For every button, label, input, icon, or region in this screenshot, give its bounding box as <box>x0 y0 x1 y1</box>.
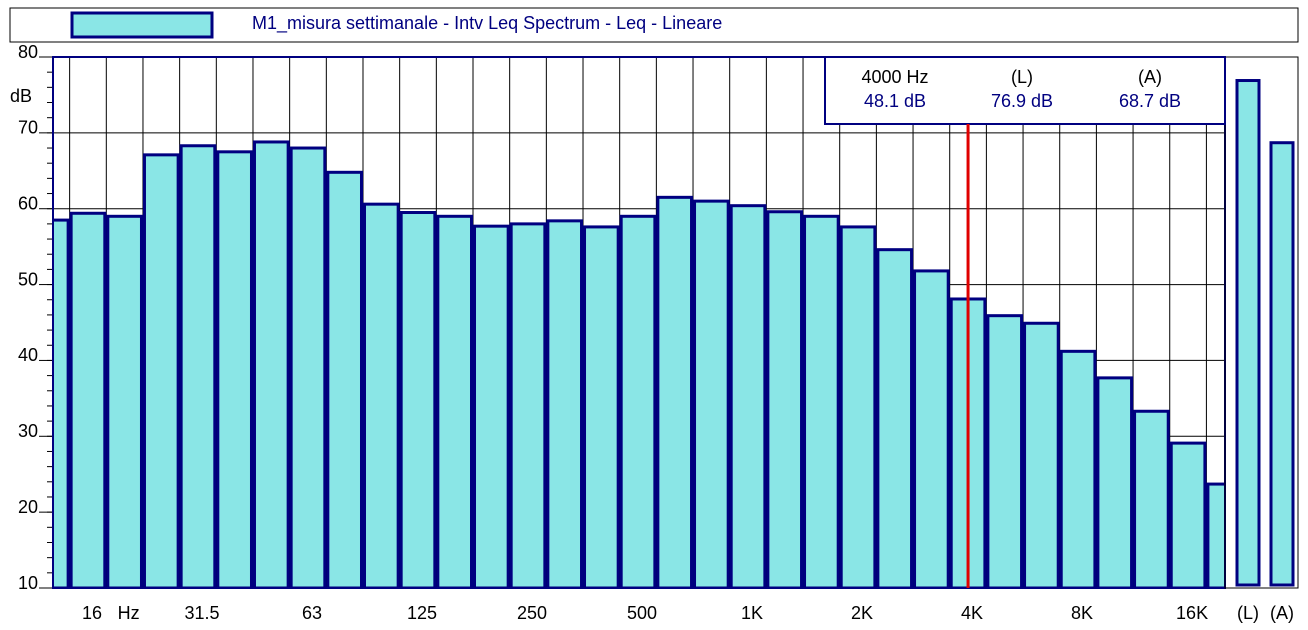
bar <box>1096 376 1134 588</box>
cursor-label: 4000 Hz <box>861 67 928 87</box>
x-tick-label: 500 <box>627 603 657 623</box>
y-tick-label: 20 <box>18 497 38 517</box>
bar <box>362 202 400 588</box>
bar <box>473 224 510 588</box>
bar <box>729 204 767 588</box>
bar <box>326 170 363 588</box>
legend-swatch <box>70 11 214 39</box>
cursor-box <box>824 56 1226 125</box>
bar <box>1133 409 1170 588</box>
x-tick-label: 125 <box>407 603 437 623</box>
overall-bar <box>1269 141 1295 587</box>
x-tick-label: 8K <box>1071 603 1093 623</box>
x-tick-label: 2K <box>851 603 873 623</box>
bar <box>693 199 730 588</box>
cursor-overall-value: 76.9 dB <box>991 91 1053 111</box>
overall-label: (L) <box>1237 603 1259 623</box>
x-tick-label: 250 <box>517 603 547 623</box>
x-tick-label: 4K <box>961 603 983 623</box>
x-tick-label: 16K <box>1176 603 1208 623</box>
y-tick-label: 10 <box>18 573 38 593</box>
bar <box>252 140 290 588</box>
y-tick-label: 80 <box>18 42 38 62</box>
bar <box>289 146 327 588</box>
cursor-overall-label: (A) <box>1138 67 1162 87</box>
cursor-value: 48.1 dB <box>864 91 926 111</box>
y-tick-label: 30 <box>18 421 38 441</box>
bar <box>436 214 474 588</box>
y-tick-label: 50 <box>18 269 38 289</box>
cursor-overall-label: (L) <box>1011 67 1033 87</box>
bar <box>656 195 694 588</box>
bar <box>1023 321 1060 588</box>
x-tick-label: Hz <box>118 603 140 623</box>
y-tick-label: 40 <box>18 345 38 365</box>
y-tick-label: 70 <box>18 118 38 138</box>
bar <box>106 214 143 588</box>
bar <box>876 248 914 588</box>
y-tick-label: 60 <box>18 193 38 213</box>
x-tick-label: 1K <box>741 603 763 623</box>
bar <box>179 144 217 588</box>
bar <box>1059 349 1097 588</box>
y-axis-label: dB <box>10 86 32 106</box>
bar <box>619 214 657 588</box>
legend-label: M1_misura settimanale - Intv Leq Spectru… <box>252 13 722 34</box>
x-tick-label: 63 <box>302 603 322 623</box>
x-tick-label: 31.5 <box>184 603 219 623</box>
bar <box>399 211 437 588</box>
bar <box>803 214 840 588</box>
overall-frame <box>1224 56 1299 589</box>
bar <box>583 225 620 588</box>
bar <box>216 150 253 588</box>
overall-label: (A) <box>1270 603 1294 623</box>
bar <box>53 218 70 588</box>
bar <box>1169 441 1207 588</box>
bar <box>986 314 1024 588</box>
bar <box>913 269 950 588</box>
bar <box>839 225 877 588</box>
legend-box <box>9 7 1299 43</box>
bar <box>766 210 804 588</box>
bar <box>69 211 107 588</box>
overall-bar <box>1235 79 1261 587</box>
cursor-overall-value: 68.7 dB <box>1119 91 1181 111</box>
bar <box>546 219 584 588</box>
x-tick-label: 16 <box>82 603 102 623</box>
bar <box>509 222 547 588</box>
bar <box>142 153 180 588</box>
